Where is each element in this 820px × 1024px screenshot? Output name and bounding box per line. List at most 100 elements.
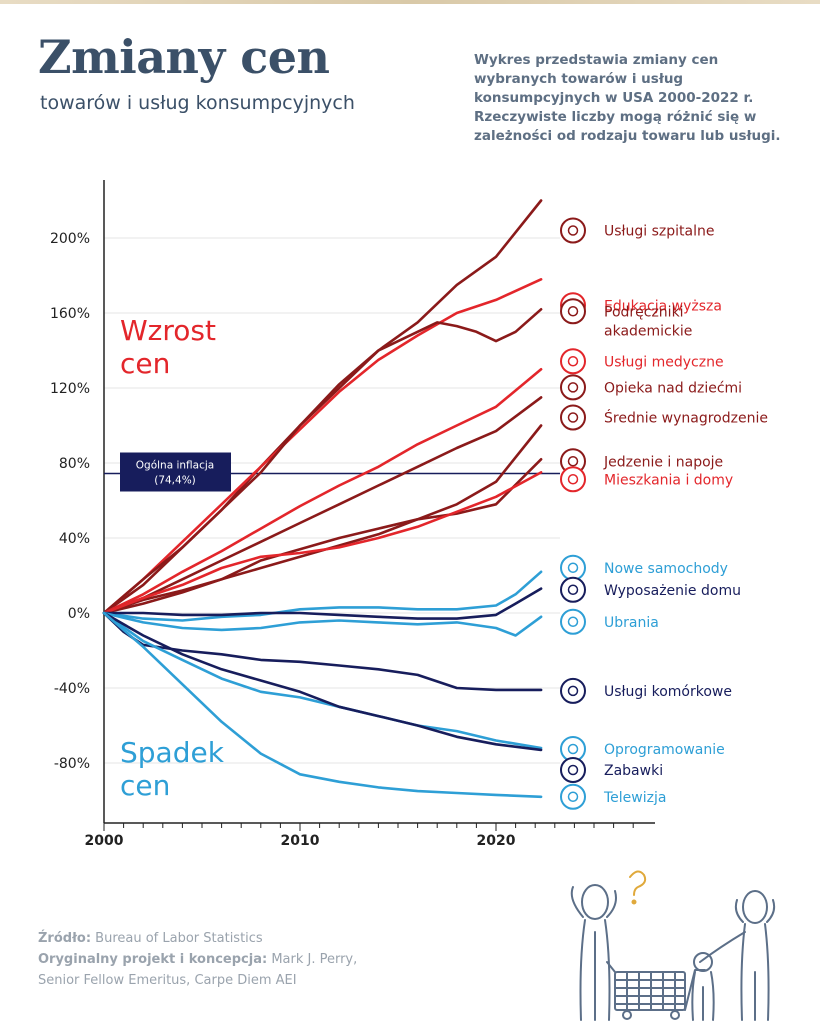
shoppers-illustration	[570, 870, 776, 1021]
series-line	[102, 570, 543, 622]
legend-entry: Wyposażenie domu	[560, 576, 741, 603]
legend-entry: Zabawki	[560, 757, 663, 783]
y-tick-label: 40%	[59, 531, 90, 547]
legend-label: Podręczniki	[604, 304, 684, 320]
x-tick-label: 2000	[85, 833, 124, 849]
legend-label: Edukacja wyższa	[604, 298, 722, 314]
x-tick-label: 2010	[281, 833, 320, 849]
medical-cross-icon-glyph	[567, 356, 579, 367]
source-line: Źródło: Bureau of Labor Statistics	[38, 928, 357, 949]
series-line	[102, 587, 543, 620]
puzzle-icon	[560, 757, 586, 783]
legend-label: Zabawki	[604, 763, 663, 779]
furniture-icon-glyph	[567, 584, 579, 595]
legend-entry: Usługi komórkowe	[560, 677, 732, 704]
legend-label: Średnie wynagrodzenie	[604, 409, 768, 427]
puzzle-icon-glyph	[567, 764, 579, 776]
medical-cross-icon	[560, 348, 586, 375]
legend-label: Usługi komórkowe	[604, 684, 732, 700]
legend-label: Usługi szpitalne	[604, 224, 714, 240]
legend-label: Jedzenie i napoje	[603, 454, 723, 470]
gift-box-icon-glyph	[567, 616, 579, 627]
source-note: Źródło: Bureau of Labor Statistics Orygi…	[38, 928, 357, 991]
series-line	[102, 458, 543, 615]
increase-annotation: cen	[120, 347, 170, 380]
y-tick-label: 120%	[50, 381, 90, 397]
y-tick-label: -40%	[54, 681, 90, 697]
series-line	[102, 396, 543, 615]
series-line	[102, 611, 543, 750]
legend-label: akademickie	[604, 323, 692, 339]
project-value: Mark J. Perry,	[271, 952, 358, 967]
gift-box-icon	[560, 608, 586, 635]
dollar-coin-icon-glyph	[567, 412, 579, 423]
legend-entry: Średnie wynagrodzenie	[560, 404, 768, 431]
decrease-annotation: cen	[120, 769, 170, 802]
legend-entry: Ubrania	[560, 608, 659, 635]
legend-entry: Jedzenie i napoje	[560, 448, 723, 475]
childcare-icon	[560, 374, 586, 401]
legend-label: Wyposażenie domu	[604, 583, 741, 599]
legend-entry: Usługi medyczne	[560, 348, 724, 375]
decrease-annotation: Spadek	[120, 736, 225, 769]
y-tick-label: 160%	[50, 306, 90, 322]
legend-entry: Opieka nad dziećmi	[560, 374, 742, 401]
series-line	[102, 368, 543, 615]
legend-label: Ubrania	[604, 615, 659, 631]
heart-pulse-icon-glyph	[567, 225, 579, 236]
tv-icon	[560, 783, 586, 810]
inflation-box	[120, 452, 231, 492]
fork-knife-icon-glyph	[567, 456, 579, 467]
car-icon-glyph	[567, 562, 579, 573]
legend-entry: Telewizja	[560, 783, 666, 810]
price-change-chart: 200% 160% 120% 80% 40% 0% -40% -80% 2000 2010 2020…	[50, 180, 768, 849]
legend-entry: Mieszkania i domy	[560, 466, 733, 493]
legend-label: Oprogramowanie	[604, 742, 725, 758]
house-icon	[560, 466, 586, 493]
car-icon	[560, 554, 586, 581]
source-label: Źródło:	[38, 931, 92, 946]
furniture-icon	[560, 576, 586, 603]
x-tick-label: 2020	[477, 833, 516, 849]
house-icon-glyph	[567, 474, 579, 485]
legend-entry: Oprogramowanie	[560, 736, 725, 762]
legend-label: Mieszkania i domy	[604, 472, 733, 488]
legend-entry: Podręczniki akademickie	[560, 298, 692, 339]
top-accent-bar	[0, 0, 820, 4]
childcare-icon-glyph	[567, 382, 579, 393]
legend-label: Nowe samochody	[604, 561, 728, 577]
series-line	[102, 308, 543, 615]
y-tick-label: -80%	[54, 756, 90, 772]
no-software-icon-glyph	[567, 743, 579, 755]
legend-label: Opieka nad dziećmi	[604, 380, 742, 396]
tv-icon-glyph	[567, 791, 579, 802]
heart-pulse-icon	[560, 217, 586, 244]
project-line-2: Senior Fellow Emeritus, Carpe Diem AEI	[38, 973, 297, 988]
increase-annotation: Wzrost	[120, 314, 216, 347]
project-line: Oryginalny projekt i koncepcja: Mark J. …	[38, 949, 357, 970]
source-value: Bureau of Labor Statistics	[95, 931, 263, 946]
series-line	[102, 611, 543, 799]
project-label: Oryginalny projekt i koncepcja:	[38, 952, 268, 967]
series-line	[102, 611, 543, 637]
chart-description: Wykres przedstawia zmiany cen wybranych …	[474, 52, 781, 144]
smartphone-icon-glyph	[567, 685, 579, 697]
inflation-label: Ogólna inflacja	[136, 460, 214, 472]
book-icon-glyph	[567, 306, 579, 317]
legend-label: Telewizja	[603, 790, 666, 806]
series-line	[102, 611, 543, 692]
series-line	[102, 471, 543, 615]
legend-entry: Usługi szpitalne	[560, 217, 714, 244]
page-subtitle: towarów i usług konsumpcyjnych	[40, 92, 355, 114]
smartphone-icon	[560, 677, 586, 704]
series-line	[102, 611, 543, 752]
legend-entry: Nowe samochody	[560, 554, 728, 581]
y-tick-label: 0%	[68, 606, 90, 622]
book-icon	[560, 298, 586, 325]
legend-label: Usługi medyczne	[604, 354, 724, 370]
dollar-coin-icon	[560, 404, 586, 431]
inflation-value: (74,4%)	[154, 475, 196, 487]
y-tick-label: 200%	[50, 231, 90, 247]
page-title: Zmiany cen	[38, 30, 330, 84]
y-tick-label: 80%	[59, 456, 90, 472]
